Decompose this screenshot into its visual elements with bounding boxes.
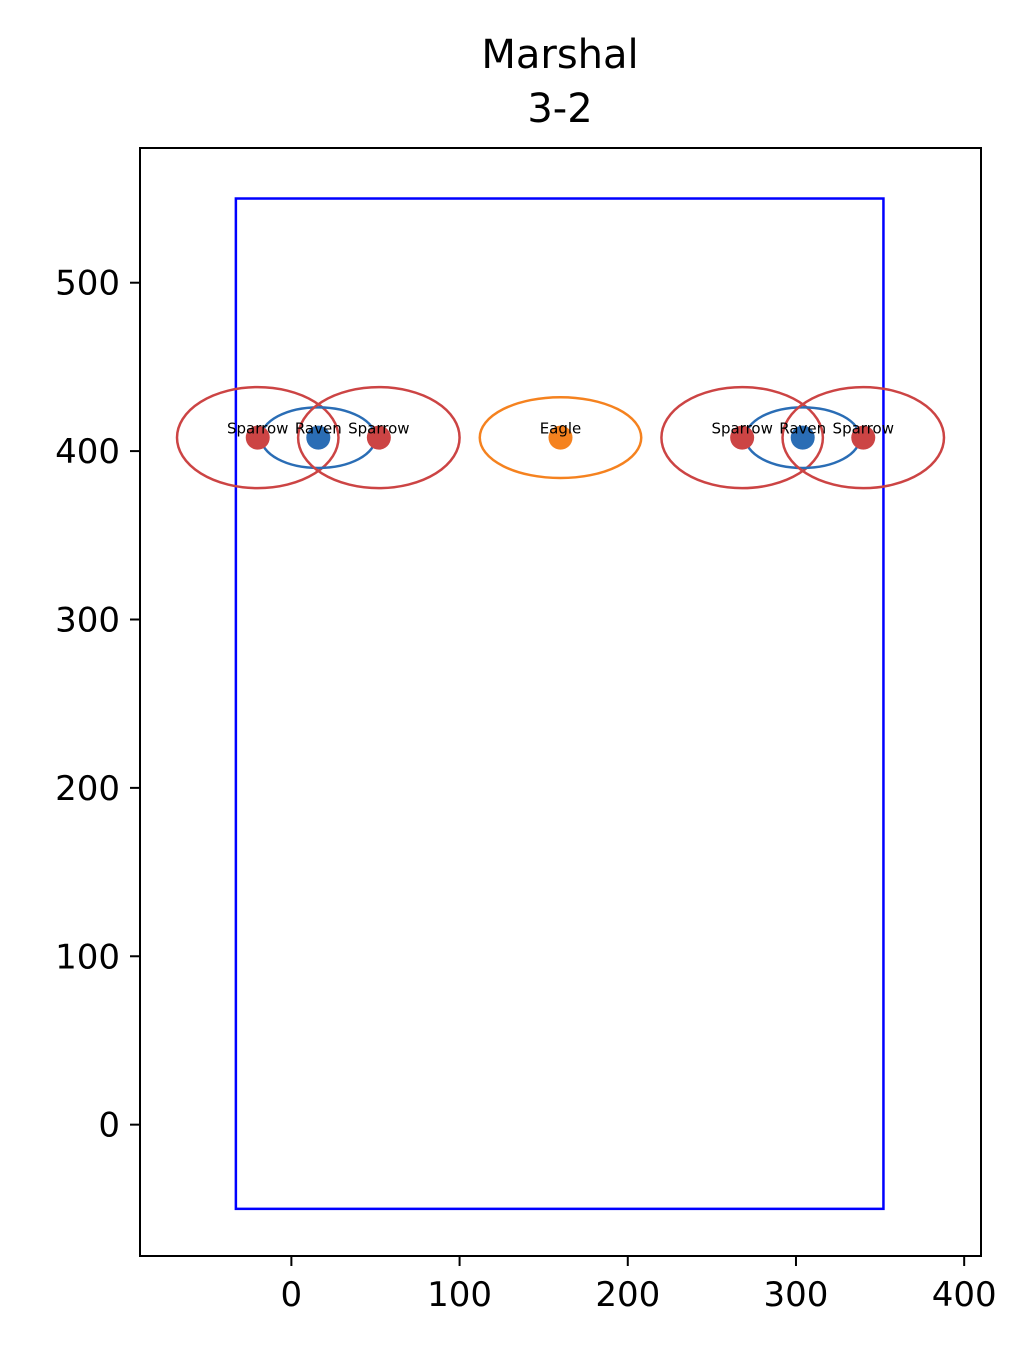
point-label-4: Sparrow — [711, 420, 772, 438]
point-sparrow-4 — [730, 425, 755, 450]
ring-sparrow-6 — [781, 385, 946, 490]
point-label-5: Raven — [779, 420, 826, 438]
x-tick-label-4: 400 — [932, 1275, 997, 1315]
chart-title: Marshal — [481, 32, 638, 78]
ring-sparrow-2 — [296, 385, 461, 490]
point-raven-5 — [790, 425, 815, 450]
point-eagle-3 — [548, 425, 573, 450]
y-tick-label-0: 0 — [98, 1106, 120, 1146]
y-axis: 0 100 200 300 400 500 — [55, 264, 140, 1146]
x-tick-label-1: 100 — [427, 1275, 492, 1315]
chart-subtitle: 3-2 — [527, 86, 592, 132]
x-tick-label-0: 0 — [281, 1275, 303, 1315]
point-sparrow-2 — [366, 425, 391, 450]
y-tick-label-2: 200 — [55, 769, 120, 809]
point-raven-1 — [306, 425, 331, 450]
plot-area: Sparrow Raven Sparrow Eagle Sparrow Raven Spar… — [175, 197, 946, 1211]
x-tick-label-2: 200 — [595, 1275, 660, 1315]
y-tick-label-1: 100 — [55, 937, 120, 977]
point-label-3: Eagle — [540, 420, 582, 438]
axes-frame — [139, 147, 982, 1257]
y-tick-label-3: 300 — [55, 600, 120, 640]
ring-sparrow-4 — [660, 385, 825, 490]
point-label-6: Sparrow — [833, 420, 894, 438]
point-sparrow-0 — [245, 425, 270, 450]
boundary-rect — [234, 197, 885, 1211]
x-axis: 0 100 200 300 400 — [281, 1256, 997, 1315]
point-label-2: Sparrow — [348, 420, 409, 438]
x-tick-label-3: 300 — [764, 1275, 829, 1315]
ring-sparrow-0 — [175, 385, 340, 490]
point-label-1: Raven — [295, 420, 342, 438]
y-tick-label-5: 500 — [55, 264, 120, 304]
point-sparrow-6 — [851, 425, 876, 450]
y-tick-label-4: 400 — [55, 432, 120, 472]
ring-eagle-3 — [478, 395, 643, 480]
point-label-0: Sparrow — [227, 420, 288, 438]
